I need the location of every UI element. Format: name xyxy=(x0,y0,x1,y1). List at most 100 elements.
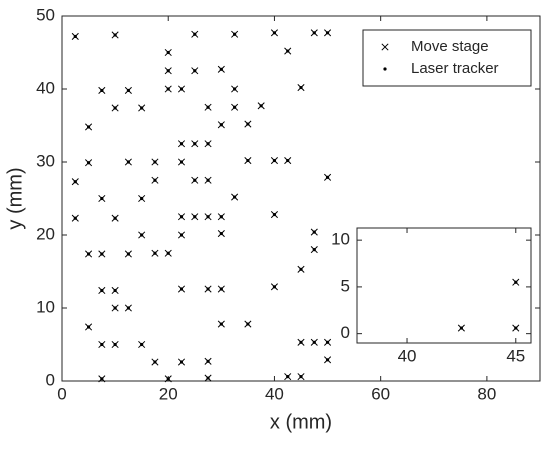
x-tick-label: 20 xyxy=(159,384,178,403)
marker-dot xyxy=(179,142,184,146)
marker-x xyxy=(381,43,389,51)
marker-dot xyxy=(126,88,130,93)
marker-dot xyxy=(166,377,170,381)
marker-dot xyxy=(233,195,237,199)
marker-dot xyxy=(206,142,210,146)
marker-dot xyxy=(193,142,197,146)
y-tick-label: 30 xyxy=(36,151,55,170)
marker-dot xyxy=(86,252,91,256)
marker-dot xyxy=(193,178,197,182)
marker-dot xyxy=(219,215,223,219)
marker-dot xyxy=(514,326,518,330)
marker-dot xyxy=(272,212,277,217)
marker-dot xyxy=(140,342,144,347)
marker-dot xyxy=(383,67,387,71)
marker-dot xyxy=(514,280,518,284)
marker-dot xyxy=(206,359,210,363)
marker-dot xyxy=(299,85,303,90)
marker-dot xyxy=(126,306,130,310)
marker-dot xyxy=(286,375,290,379)
marker-dot xyxy=(153,251,157,255)
marker-dot xyxy=(325,31,330,35)
marker-dot xyxy=(179,215,184,219)
marker-dot xyxy=(140,233,144,237)
marker-dot xyxy=(312,248,316,252)
marker-dot xyxy=(259,104,263,108)
marker-dot xyxy=(140,196,144,201)
marker-dot xyxy=(246,122,250,126)
marker-dot xyxy=(113,216,117,220)
marker-dot xyxy=(193,69,197,73)
marker-dot xyxy=(166,251,170,255)
marker-dot xyxy=(166,50,170,55)
marker-dot xyxy=(153,160,157,164)
marker-dot xyxy=(233,32,237,36)
marker-dot xyxy=(86,125,91,129)
marker-dot xyxy=(286,158,290,163)
y-tick-label: 0 xyxy=(46,370,55,389)
x-tick-label: 45 xyxy=(506,346,525,365)
marker-dot xyxy=(299,340,303,344)
y-tick-label: 0 xyxy=(341,323,350,342)
marker-dot xyxy=(299,375,303,379)
marker-dot xyxy=(286,49,290,53)
marker-dot xyxy=(153,360,157,364)
marker-dot xyxy=(193,32,197,36)
marker-dot xyxy=(206,178,210,182)
marker-dot xyxy=(325,358,330,362)
marker-dot xyxy=(126,160,130,164)
x-tick-label: 0 xyxy=(57,384,66,403)
x-tick-label: 80 xyxy=(477,384,496,403)
marker-dot xyxy=(166,69,170,73)
x-tick-label: 40 xyxy=(398,346,417,365)
marker-dot xyxy=(219,231,223,236)
marker-dot xyxy=(100,288,104,293)
marker-dot xyxy=(153,178,157,182)
marker-dot xyxy=(246,158,250,163)
marker-dot xyxy=(219,67,223,71)
marker-dot xyxy=(312,230,316,234)
marker-dot xyxy=(113,342,117,347)
marker-dot xyxy=(272,31,277,35)
marker-dot xyxy=(206,215,210,219)
marker-dot xyxy=(325,340,330,344)
marker-dot xyxy=(126,252,130,256)
marker-dot xyxy=(100,252,104,256)
marker-dot xyxy=(113,288,117,293)
marker-dot xyxy=(179,360,184,364)
marker-dot xyxy=(73,180,77,184)
x-axis-label: x (mm) xyxy=(270,411,332,433)
marker-dot xyxy=(113,33,117,37)
marker-dot xyxy=(219,322,223,326)
marker-dot xyxy=(140,106,144,110)
x-tick-label: 40 xyxy=(265,384,284,403)
marker-dot xyxy=(299,267,303,271)
y-tick-label: 10 xyxy=(331,230,350,249)
marker-dot xyxy=(100,88,104,93)
y-tick-label: 50 xyxy=(36,5,55,24)
plot-area xyxy=(356,227,532,344)
marker-dot xyxy=(219,287,223,291)
legend-label: Laser tracker xyxy=(411,60,499,77)
y-axis-label: y (mm) xyxy=(4,167,26,229)
marker-dot xyxy=(325,175,330,179)
marker-dot xyxy=(179,160,184,164)
marker-dot xyxy=(206,105,210,109)
marker-dot xyxy=(179,87,184,91)
x-tick-label: 60 xyxy=(371,384,390,403)
marker-dot xyxy=(86,161,91,165)
marker-dot xyxy=(86,325,91,329)
marker-dot xyxy=(312,340,316,344)
marker-dot xyxy=(219,123,223,127)
marker-dot xyxy=(272,285,277,289)
marker-dot xyxy=(73,34,77,39)
marker-dot xyxy=(206,376,210,380)
marker-dot xyxy=(100,377,104,381)
marker-dot xyxy=(179,233,184,237)
marker-dot xyxy=(193,215,197,219)
marker-dot xyxy=(459,326,463,330)
marker-dot xyxy=(246,322,250,326)
marker-dot xyxy=(233,105,237,109)
y-tick-label: 20 xyxy=(36,224,55,243)
